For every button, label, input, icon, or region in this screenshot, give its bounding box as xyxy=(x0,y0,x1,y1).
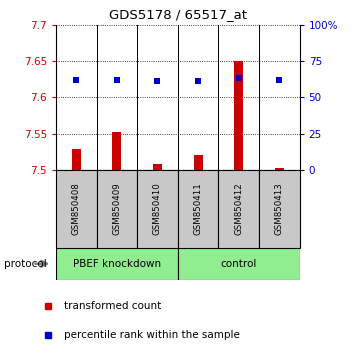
Text: PBEF knockdown: PBEF knockdown xyxy=(73,259,161,269)
Bar xyxy=(259,170,300,248)
Bar xyxy=(56,248,178,280)
Bar xyxy=(153,164,162,170)
Text: transformed count: transformed count xyxy=(64,301,161,310)
Text: protocol: protocol xyxy=(4,259,46,269)
Text: GSM850413: GSM850413 xyxy=(275,182,284,235)
Bar xyxy=(112,132,121,170)
Text: GSM850411: GSM850411 xyxy=(193,182,203,235)
Text: GSM850409: GSM850409 xyxy=(112,183,121,235)
Bar xyxy=(56,170,97,248)
Text: percentile rank within the sample: percentile rank within the sample xyxy=(64,330,240,340)
Bar xyxy=(218,170,259,248)
Text: GSM850408: GSM850408 xyxy=(72,182,81,235)
Bar xyxy=(178,248,300,280)
Text: control: control xyxy=(221,259,257,269)
Title: GDS5178 / 65517_at: GDS5178 / 65517_at xyxy=(109,8,247,21)
Text: GSM850410: GSM850410 xyxy=(153,182,162,235)
Bar xyxy=(275,169,284,170)
Bar xyxy=(72,149,81,170)
Bar xyxy=(234,61,243,170)
Bar xyxy=(178,170,218,248)
Text: GSM850412: GSM850412 xyxy=(234,182,243,235)
Bar xyxy=(97,170,137,248)
Bar xyxy=(193,155,203,170)
Bar xyxy=(137,170,178,248)
